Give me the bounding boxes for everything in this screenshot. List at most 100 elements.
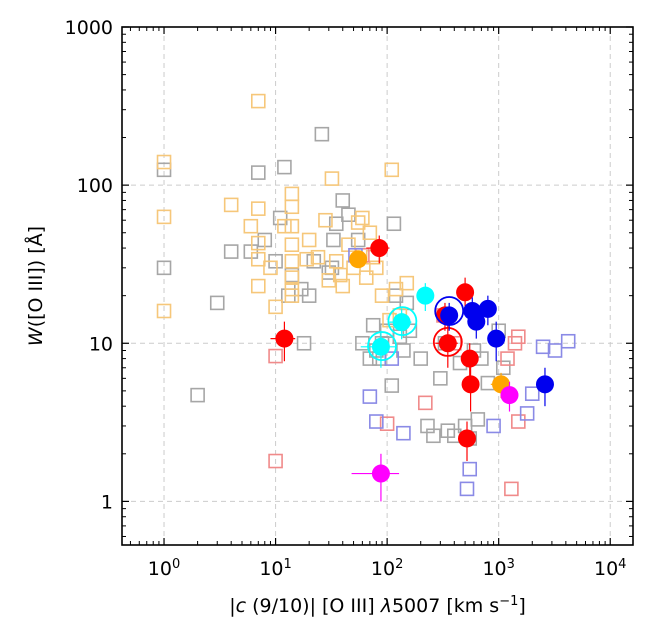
open-square-point <box>250 165 266 180</box>
open-circle-point <box>387 306 418 337</box>
open-square-point <box>433 371 448 386</box>
open-square-point <box>547 343 563 358</box>
open-square-point <box>358 270 374 285</box>
open-square-point <box>296 335 312 351</box>
open-square-point <box>511 414 526 429</box>
series-cyan-ring <box>367 306 418 361</box>
open-square-point <box>250 251 266 267</box>
filled-circle-point <box>467 312 486 331</box>
filled-circle-point <box>438 334 457 353</box>
open-square-point <box>318 212 333 228</box>
open-square-point <box>379 416 395 431</box>
filled-circle-point <box>460 349 479 368</box>
open-square-point <box>396 343 411 358</box>
open-square-point <box>284 186 300 202</box>
series-orange-open-squares <box>156 93 415 328</box>
open-square-point <box>335 278 351 294</box>
x-label-superscript: −1 <box>499 594 518 609</box>
open-square-point <box>504 481 519 497</box>
open-square-point <box>519 406 535 421</box>
open-square-point <box>250 278 266 294</box>
open-square-point <box>535 339 551 355</box>
filled-circle-point <box>370 239 389 258</box>
open-circle-point <box>434 296 465 326</box>
x-tick-label: 103 <box>482 557 514 581</box>
filled-circle-point <box>535 375 554 394</box>
open-square-point <box>223 197 239 213</box>
open-square-point <box>301 232 317 248</box>
open-square-point <box>413 351 429 366</box>
open-square-point <box>384 378 400 393</box>
x-axis-label: |c (9/10)| [O III] λ5007 [km s−1] <box>229 594 526 618</box>
open-square-point <box>369 260 384 276</box>
open-square-point <box>243 244 259 259</box>
open-square-point <box>486 418 501 434</box>
x-tick-label: 100 <box>148 557 180 581</box>
open-square-point <box>314 126 330 142</box>
open-square-point <box>190 387 205 403</box>
series-magenta-filled <box>351 381 519 502</box>
open-square-point <box>386 216 402 232</box>
open-square-point <box>209 295 225 311</box>
open-square-point <box>272 210 288 226</box>
open-square-point <box>470 412 486 427</box>
y-tick-label: 1000 <box>65 17 113 39</box>
open-square-point <box>374 288 390 303</box>
filled-circle-point <box>416 286 435 305</box>
open-square-point <box>284 288 300 303</box>
open-square-point <box>384 351 400 366</box>
y-label-part: ([O III]) [Å] <box>24 226 47 327</box>
open-square-point <box>418 395 433 411</box>
filled-circle-point <box>461 375 480 394</box>
open-square-point <box>326 232 341 248</box>
open-square-point <box>156 303 172 319</box>
open-square-point <box>355 210 370 226</box>
open-square-point <box>284 270 300 285</box>
open-circle-point <box>367 331 397 361</box>
series-blue-filled <box>440 295 554 407</box>
points-layer <box>156 93 576 502</box>
open-square-point <box>299 251 314 267</box>
open-square-point <box>263 260 278 276</box>
open-square-point <box>284 237 300 253</box>
ticks-layer <box>122 26 633 545</box>
open-square-point <box>341 207 356 223</box>
open-square-point <box>384 162 400 178</box>
filled-circle-point <box>478 299 497 318</box>
open-square-point <box>350 215 366 230</box>
x-label-part: | <box>229 595 235 617</box>
open-square-point <box>268 299 283 315</box>
x-label-part: 5007 [km s <box>392 595 499 617</box>
x-tick-label: 102 <box>371 557 403 581</box>
open-square-point <box>500 351 515 366</box>
open-square-point <box>495 360 511 376</box>
open-square-point <box>524 386 540 401</box>
labels-layer: 100 101 102 103 104 1 10 100 1000 <box>65 17 627 580</box>
y-label-part: W <box>25 326 47 346</box>
open-square-point <box>250 235 266 251</box>
open-circle-point <box>432 327 463 357</box>
open-square-point <box>462 461 478 477</box>
open-square-point <box>365 317 381 333</box>
open-square-point <box>284 253 300 269</box>
open-square-point <box>310 249 326 265</box>
filled-circle-point <box>371 464 390 483</box>
open-square-point <box>277 218 292 234</box>
open-square-point <box>268 453 283 469</box>
open-square-point <box>324 171 340 186</box>
open-square-point <box>321 265 337 280</box>
open-square-point <box>243 218 259 234</box>
filled-circle-point <box>349 250 368 269</box>
open-square-point <box>328 216 344 232</box>
open-square-point <box>250 201 266 216</box>
filled-circle-point <box>457 429 476 448</box>
open-square-point <box>369 414 384 429</box>
series-red-ring <box>432 327 463 357</box>
plot-frame <box>121 26 634 546</box>
series-cyan-filled <box>360 283 435 368</box>
open-square-point <box>268 348 283 364</box>
open-square-point <box>250 93 266 109</box>
x-tick-label: 101 <box>259 557 291 581</box>
open-square-point <box>362 225 378 241</box>
